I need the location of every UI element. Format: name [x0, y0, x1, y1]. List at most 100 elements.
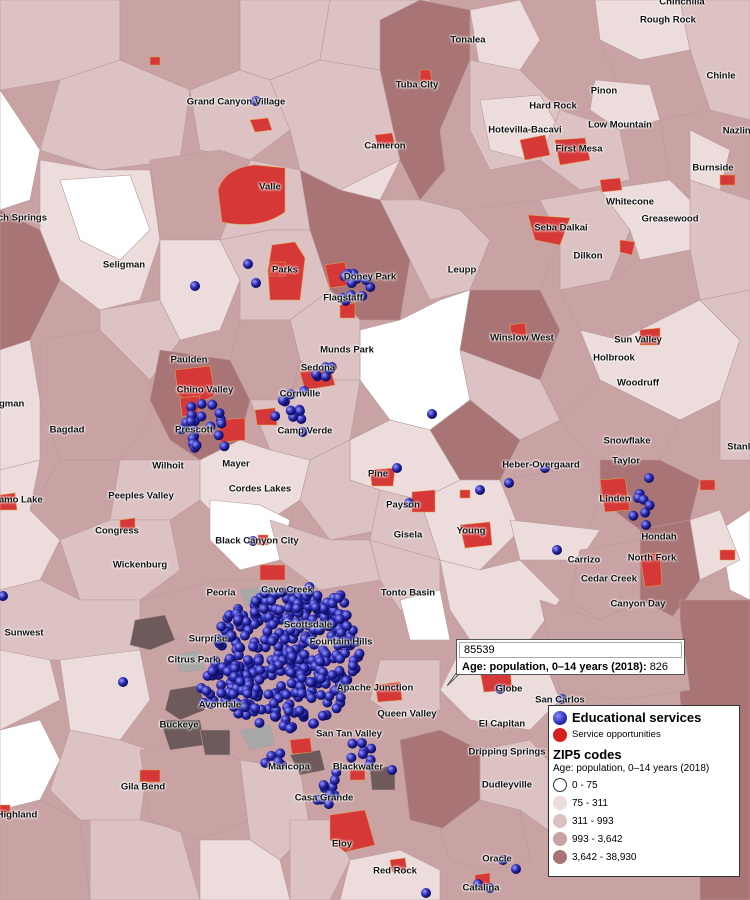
service-dot[interactable]	[216, 621, 227, 632]
service-dot[interactable]	[239, 630, 250, 641]
service-dot[interactable]	[364, 760, 375, 771]
service-dot[interactable]	[504, 478, 514, 488]
service-dot[interactable]	[266, 670, 277, 681]
service-dot[interactable]	[250, 703, 261, 714]
service-dot[interactable]	[205, 699, 216, 710]
service-dot[interactable]	[475, 485, 485, 495]
service-dot[interactable]	[354, 648, 365, 659]
service-dot[interactable]	[216, 680, 227, 691]
service-dot[interactable]	[495, 684, 505, 694]
service-dot[interactable]	[275, 587, 286, 598]
service-dot[interactable]	[296, 673, 307, 684]
service-dot[interactable]	[260, 642, 271, 653]
service-dot[interactable]	[118, 677, 128, 687]
service-dot[interactable]	[251, 278, 261, 288]
service-dot[interactable]	[216, 688, 227, 699]
service-dot[interactable]	[315, 794, 326, 805]
service-dot[interactable]	[421, 888, 431, 898]
service-dot[interactable]	[320, 371, 331, 382]
service-dot[interactable]	[291, 617, 302, 628]
service-dot[interactable]	[267, 619, 278, 630]
service-dot[interactable]	[254, 717, 265, 728]
service-dot[interactable]	[305, 636, 316, 647]
service-dot[interactable]	[297, 426, 308, 437]
service-dot[interactable]	[224, 653, 235, 664]
service-dot[interactable]	[315, 656, 326, 667]
service-dot[interactable]	[473, 879, 483, 889]
service-dot[interactable]	[325, 364, 336, 375]
service-dot[interactable]	[312, 590, 323, 601]
service-dot[interactable]	[308, 718, 319, 729]
service-dot[interactable]	[240, 702, 251, 713]
service-dot[interactable]	[361, 275, 372, 286]
service-dot[interactable]	[329, 774, 340, 785]
service-dot[interactable]	[254, 674, 265, 685]
service-dot[interactable]	[277, 395, 288, 406]
service-dot[interactable]	[264, 612, 275, 623]
service-dot[interactable]	[191, 440, 202, 451]
service-dot[interactable]	[392, 463, 402, 473]
service-dot[interactable]	[641, 520, 651, 530]
service-dot[interactable]	[640, 507, 651, 518]
service-dot[interactable]	[306, 693, 317, 704]
service-dot[interactable]	[205, 421, 216, 432]
service-dot[interactable]	[296, 413, 307, 424]
service-dot[interactable]	[314, 624, 325, 635]
service-dot[interactable]	[207, 399, 218, 410]
service-dot[interactable]	[347, 660, 358, 671]
service-dot[interactable]	[498, 855, 508, 865]
service-dot[interactable]	[331, 703, 342, 714]
service-dot[interactable]	[242, 688, 253, 699]
service-dot[interactable]	[260, 757, 271, 768]
service-dot[interactable]	[196, 411, 207, 422]
service-dot[interactable]	[226, 630, 237, 641]
service-dot[interactable]	[331, 767, 342, 778]
service-dot[interactable]	[321, 649, 332, 660]
educational-service-dots[interactable]	[0, 96, 655, 898]
service-dot[interactable]	[628, 510, 639, 521]
service-dot[interactable]	[356, 737, 367, 748]
service-dot[interactable]	[285, 389, 296, 400]
service-dot[interactable]	[273, 756, 284, 767]
service-dot[interactable]	[216, 418, 227, 429]
service-dot[interactable]	[242, 655, 253, 666]
service-dot[interactable]	[323, 799, 334, 810]
service-dot[interactable]	[235, 676, 246, 687]
service-dot[interactable]	[274, 605, 285, 616]
service-dot[interactable]	[219, 441, 230, 452]
service-dot[interactable]	[316, 673, 327, 684]
service-dot[interactable]	[299, 386, 310, 397]
service-dot[interactable]	[250, 596, 261, 607]
service-dot[interactable]	[214, 408, 225, 419]
service-dot[interactable]	[285, 723, 296, 734]
service-dot[interactable]	[333, 592, 344, 603]
service-dot[interactable]	[294, 705, 305, 716]
service-dot[interactable]	[229, 663, 240, 674]
service-dot[interactable]	[279, 634, 290, 645]
service-dot[interactable]	[404, 498, 414, 508]
service-dot[interactable]	[339, 271, 350, 282]
service-dot[interactable]	[253, 655, 264, 666]
service-dot[interactable]	[262, 626, 273, 637]
service-dot[interactable]	[263, 689, 274, 700]
service-dot[interactable]	[196, 398, 207, 409]
service-dot[interactable]	[185, 416, 196, 427]
service-dot[interactable]	[213, 430, 224, 441]
service-dot[interactable]	[325, 789, 336, 800]
service-dot[interactable]	[228, 688, 239, 699]
service-dot[interactable]	[243, 259, 253, 269]
service-dot[interactable]	[341, 675, 352, 686]
service-dot[interactable]	[324, 691, 335, 702]
service-dot[interactable]	[337, 292, 348, 303]
service-dot[interactable]	[335, 653, 346, 664]
service-dot[interactable]	[357, 290, 368, 301]
service-dot[interactable]	[511, 864, 521, 874]
service-dot[interactable]	[318, 780, 329, 791]
service-dot[interactable]	[296, 688, 307, 699]
service-dot[interactable]	[285, 625, 296, 636]
service-dot[interactable]	[259, 634, 270, 645]
service-dot[interactable]	[485, 883, 495, 893]
service-dot[interactable]	[335, 692, 346, 703]
service-dot[interactable]	[294, 405, 305, 416]
